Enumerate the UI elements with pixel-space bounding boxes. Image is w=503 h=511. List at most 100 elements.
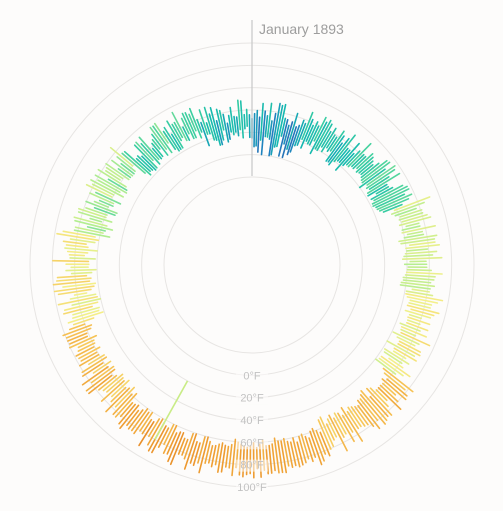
day-temperature-bar — [162, 424, 178, 455]
tick-label-backdrop — [236, 482, 268, 494]
day-temperature-bar — [189, 107, 203, 139]
day-temperature-bar — [277, 440, 284, 474]
day-temperature-bar — [69, 335, 89, 345]
day-temperature-bar — [162, 130, 177, 151]
day-temperature-bar — [105, 387, 131, 413]
day-temperature-bar — [64, 247, 98, 252]
day-temperature-bar — [375, 358, 397, 375]
day-temperature-bar — [192, 442, 201, 467]
day-temperature-bar — [57, 295, 98, 306]
day-temperature-bar — [315, 429, 327, 455]
day-temperature-bar — [382, 203, 403, 213]
day-temperature-bar — [97, 179, 121, 193]
day-temperature-bar — [326, 134, 336, 149]
day-temperature-bar — [400, 328, 417, 337]
day-temperature-bar — [111, 159, 134, 177]
day-temperature-bar — [135, 141, 154, 162]
day-temperature-bar — [399, 284, 431, 290]
day-temperature-bar — [72, 309, 100, 319]
day-temperature-bar — [135, 157, 151, 172]
grid-ring — [163, 176, 341, 354]
day-temperature-bar — [220, 444, 227, 473]
day-temperature-bar — [233, 115, 237, 133]
day-temperature-bar — [90, 179, 124, 198]
day-temperature-bar — [347, 406, 362, 428]
day-temperature-bar — [188, 113, 197, 132]
day-temperature-bar — [123, 150, 152, 176]
day-temperature-bar — [69, 238, 96, 244]
day-temperature-bar — [381, 378, 407, 401]
day-temperature-bar — [406, 321, 429, 332]
day-temperature-bar — [367, 183, 388, 197]
day-temperature-bar — [357, 404, 375, 428]
day-temperature-bar — [224, 445, 230, 468]
day-temperature-bar — [383, 348, 410, 365]
day-temperature-bar — [112, 393, 133, 416]
day-temperature-bar — [352, 155, 367, 170]
day-temperature-bar — [151, 138, 161, 150]
radial-tick-label: 0°F — [243, 370, 261, 382]
tick-label-backdrop — [236, 370, 268, 383]
day-temperature-bar — [98, 199, 114, 207]
day-temperature-bar — [325, 423, 335, 441]
day-temperature-bar — [368, 176, 390, 190]
day-temperature-bar — [400, 331, 431, 347]
day-temperature-bar — [68, 253, 86, 257]
day-temperature-bar — [182, 126, 191, 141]
tick-label-backdrop — [236, 437, 268, 450]
day-temperature-bar — [366, 165, 396, 186]
day-temperature-bar — [85, 200, 118, 215]
day-temperature-bar — [66, 250, 89, 254]
day-temperature-bar — [365, 168, 396, 190]
day-temperature-bar — [406, 304, 440, 315]
day-temperature-bar — [105, 170, 121, 181]
day-temperature-bar — [281, 121, 294, 159]
day-temperature-bar — [235, 116, 240, 137]
day-temperature-bar — [141, 418, 153, 435]
day-temperature-bar — [74, 219, 114, 231]
day-temperature-bar — [85, 207, 108, 216]
day-temperature-bar — [208, 113, 218, 141]
day-temperature-bar — [336, 147, 349, 162]
day-temperature-bar — [283, 124, 290, 145]
day-temperature-bar — [366, 172, 401, 194]
day-temperature-bar — [292, 437, 301, 468]
day-temperature-bar — [271, 443, 276, 472]
day-temperature-bar — [404, 309, 432, 319]
day-temperature-bar — [138, 136, 160, 161]
day-temperature-bar — [181, 112, 195, 140]
day-temperature-bar — [109, 146, 134, 167]
day-temperature-bar — [407, 316, 431, 326]
day-temperature-bar — [298, 435, 307, 464]
day-temperature-bar — [296, 441, 304, 466]
day-temperature-bar — [356, 153, 374, 170]
day-temperature-bar — [91, 183, 115, 196]
day-temperature-bar — [177, 437, 186, 455]
day-temperature-bar — [305, 124, 314, 142]
day-temperature-bar — [207, 444, 214, 464]
day-temperature-bar — [406, 248, 429, 252]
day-temperature-bar — [189, 440, 198, 464]
day-temperature-bar — [320, 130, 332, 148]
day-temperature-bar — [183, 433, 198, 470]
day-temperature-bar — [286, 112, 299, 150]
day-temperature-bar — [341, 414, 354, 433]
day-temperature-bar — [326, 136, 338, 153]
day-temperature-bar — [333, 134, 356, 163]
day-temperature-bar — [205, 122, 211, 135]
day-temperature-bar — [282, 437, 290, 467]
day-temperature-bar — [229, 106, 235, 136]
day-temperature-bar — [359, 398, 379, 422]
day-temperature-bar — [358, 160, 374, 174]
day-temperature-bar — [400, 326, 427, 338]
day-temperature-bar — [371, 185, 408, 205]
day-temperature-bar — [78, 207, 107, 219]
day-temperature-bar — [62, 230, 96, 238]
day-temperature-bar — [198, 436, 209, 474]
day-temperature-bar — [300, 433, 310, 460]
day-temperature-bar — [118, 403, 136, 425]
day-temperature-bar — [406, 268, 433, 272]
day-temperature-bar — [62, 282, 97, 288]
day-temperature-bar — [320, 127, 337, 153]
day-temperature-bar — [350, 406, 366, 427]
